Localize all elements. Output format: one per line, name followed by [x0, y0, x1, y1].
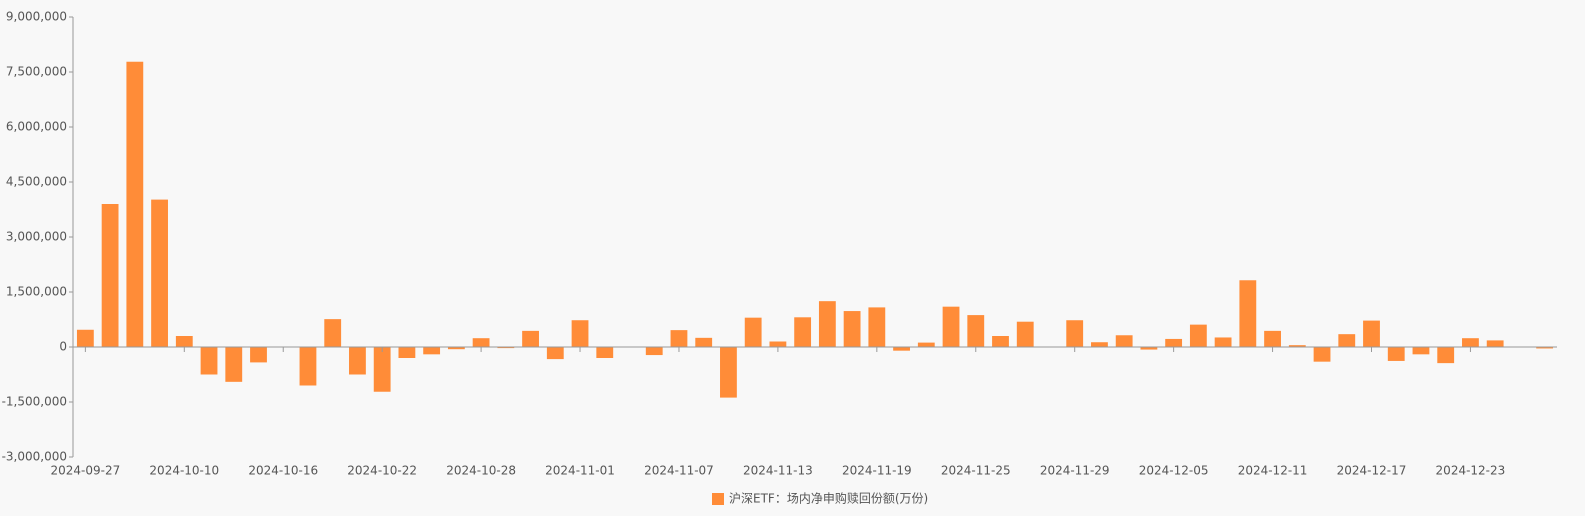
bar	[1437, 347, 1455, 364]
x-tick-label: 2024-11-01	[545, 464, 615, 478]
bar	[76, 329, 94, 347]
bar	[1115, 335, 1133, 347]
bar	[596, 347, 614, 358]
bar	[1288, 345, 1306, 347]
bar	[794, 317, 812, 347]
bar	[720, 347, 737, 398]
y-tick-label: 7,500,000	[6, 65, 67, 79]
bar	[1412, 347, 1430, 355]
x-tick-label: 2024-11-13	[743, 464, 813, 478]
x-tick-label: 2024-12-05	[1139, 464, 1209, 478]
x-tick-label: 2024-11-07	[644, 464, 714, 478]
bar	[472, 338, 490, 347]
x-tick-label: 2024-09-27	[50, 464, 120, 478]
bar	[522, 330, 539, 347]
bar	[843, 311, 861, 347]
x-tick-label: 2024-11-19	[842, 464, 912, 478]
bar	[101, 204, 119, 347]
bar	[175, 336, 193, 347]
bar	[1387, 347, 1405, 361]
bar	[670, 330, 688, 347]
x-tick-label: 2024-10-10	[149, 464, 219, 478]
bar	[423, 347, 441, 355]
x-tick-label: 2024-11-25	[941, 464, 1011, 478]
bar	[1264, 330, 1281, 347]
x-tick-label: 2024-12-23	[1436, 464, 1506, 478]
bar	[497, 347, 515, 349]
y-tick-label: 6,000,000	[6, 120, 67, 134]
bar	[1091, 342, 1108, 347]
bar	[917, 342, 935, 347]
bar	[942, 306, 960, 347]
bar	[1462, 338, 1479, 347]
y-tick-label: -1,500,000	[2, 395, 67, 409]
bar	[373, 347, 391, 392]
bar	[769, 341, 787, 347]
bar	[868, 307, 886, 347]
bar	[1066, 320, 1084, 347]
y-tick-label: -3,000,000	[2, 450, 67, 464]
bar	[1140, 347, 1158, 350]
x-tick-label: 2024-10-28	[446, 464, 516, 478]
y-tick-label: 1,500,000	[6, 285, 67, 299]
bar	[546, 347, 564, 360]
bar	[151, 199, 168, 347]
y-tick-label: 0	[59, 340, 67, 354]
bar	[324, 319, 342, 347]
bar	[818, 301, 836, 347]
bar	[695, 337, 713, 347]
x-tick-label: 2024-10-22	[347, 464, 417, 478]
y-tick-label: 3,000,000	[6, 230, 67, 244]
x-tick-label: 2024-11-29	[1040, 464, 1110, 478]
legend-swatch	[712, 493, 724, 505]
bar	[992, 336, 1009, 347]
bar	[447, 347, 465, 350]
bar	[349, 347, 366, 375]
bar	[1165, 338, 1183, 347]
x-tick-label: 2024-12-11	[1238, 464, 1308, 478]
bar	[744, 317, 762, 347]
legend-label: 沪深ETF：场内净申购赎回份额(万份)	[729, 491, 928, 506]
y-tick-label: 9,000,000	[6, 10, 67, 24]
bar	[571, 320, 589, 347]
bar	[250, 347, 267, 363]
bar	[1486, 340, 1504, 347]
bar	[1313, 347, 1331, 362]
bar	[398, 347, 416, 358]
bar	[967, 315, 985, 347]
x-tick-label: 2024-10-16	[248, 464, 318, 478]
bar	[1239, 280, 1257, 347]
bar	[200, 347, 218, 375]
bar	[1016, 321, 1034, 347]
bar	[893, 347, 910, 351]
bar	[225, 347, 243, 382]
bar	[126, 61, 144, 347]
bar	[645, 347, 663, 356]
bar	[1536, 347, 1554, 349]
x-tick-label: 2024-12-17	[1337, 464, 1407, 478]
bar	[1338, 334, 1356, 347]
bar	[1363, 320, 1380, 347]
bar	[1214, 337, 1232, 347]
y-tick-label: 4,500,000	[6, 175, 67, 189]
bar	[299, 347, 317, 386]
bar	[1189, 324, 1207, 347]
